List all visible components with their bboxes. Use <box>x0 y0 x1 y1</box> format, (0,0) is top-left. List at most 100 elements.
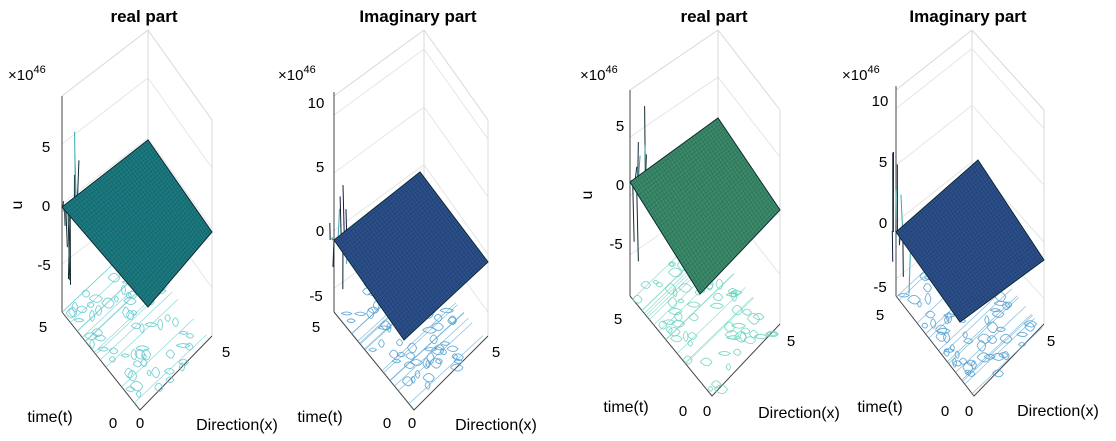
contour-line <box>674 312 682 321</box>
z-axis-label: u <box>9 201 26 210</box>
contour-line <box>908 295 921 304</box>
z-axis-label: u <box>579 191 596 200</box>
x-tick-label: 0 <box>383 415 391 432</box>
spike <box>895 190 896 232</box>
contour-line <box>152 367 160 377</box>
x-axis-label: time(t) <box>27 409 72 426</box>
y-tick-label: 5 <box>492 344 500 361</box>
contour-line <box>82 290 90 297</box>
contour-line <box>733 349 741 355</box>
contour-line <box>147 370 151 376</box>
y-axis-label: Direction(x) <box>455 417 537 434</box>
z-grid-line <box>334 107 424 173</box>
box-edge <box>148 30 212 120</box>
exponent-base: ×10 <box>580 67 605 84</box>
y-axis-label: Direction(x) <box>758 405 840 422</box>
contour-line <box>987 322 998 333</box>
y-tick-label: 0 <box>136 415 144 432</box>
y-tick-label: 5 <box>787 333 795 350</box>
contour-line <box>158 319 163 329</box>
contour-line <box>176 344 190 348</box>
contour-line <box>653 280 659 283</box>
contour-line <box>136 391 141 397</box>
panel-2: Imaginary part ×1046 10 5 0 -5 5 0 0 5 t… <box>278 7 537 434</box>
contour-line <box>407 343 416 353</box>
box-edge <box>630 30 718 90</box>
z-tick-label: 0 <box>616 177 624 194</box>
z-tick-label: 5 <box>879 154 887 171</box>
exponent-power: 46 <box>33 64 45 76</box>
contour-line <box>953 361 961 366</box>
contour-line <box>677 288 745 354</box>
contour-line <box>710 303 723 308</box>
contour-line <box>114 296 118 301</box>
contour-line <box>741 328 750 334</box>
z-tick-label: 0 <box>316 223 324 240</box>
contour-line <box>726 364 730 370</box>
contour-line <box>925 311 934 318</box>
contour-line <box>687 302 700 307</box>
contour-line <box>172 318 178 327</box>
contour-line <box>922 323 928 328</box>
x-axis-label: time(t) <box>603 399 648 416</box>
z-grid-line <box>334 49 424 115</box>
contour-line <box>133 361 142 367</box>
box-edge <box>62 30 148 96</box>
z-grid-line <box>424 107 488 197</box>
floor-edge <box>630 296 780 396</box>
x-axis-label: time(t) <box>857 399 902 416</box>
exponent-power: 46 <box>605 64 617 76</box>
y-axis-label: Direction(x) <box>196 417 278 434</box>
contour-line <box>347 319 355 323</box>
contour-line <box>689 314 698 321</box>
x-tick-label: 5 <box>312 319 320 336</box>
contour-line <box>165 315 171 322</box>
z-tick-label: 5 <box>316 159 324 176</box>
chart-title: Imaginary part <box>359 7 476 26</box>
chart-title: real part <box>110 7 177 26</box>
box-edge <box>334 30 424 96</box>
chart-title: Imaginary part <box>909 7 1026 26</box>
panel-4: Imaginary part ×1046 10 5 0 -5 5 0 0 5 t… <box>842 7 1099 420</box>
contour-line <box>100 292 172 360</box>
y-tick-label: 0 <box>965 403 973 420</box>
exponent-base: ×10 <box>8 67 33 84</box>
contour-line <box>718 351 730 355</box>
contour-line <box>166 350 174 358</box>
z-axis-exponent: ×1046 <box>8 64 46 84</box>
contour-line <box>633 295 642 303</box>
chart-title: real part <box>680 7 747 26</box>
contour-line <box>369 348 377 351</box>
contour-line <box>121 354 129 357</box>
z-tick-label: 0 <box>879 215 887 232</box>
x-tick-label: 0 <box>109 415 117 432</box>
exponent-base: ×10 <box>842 67 867 84</box>
exponent-power: 46 <box>867 64 879 76</box>
z-axis-exponent: ×1046 <box>842 64 880 84</box>
y-tick-label: 0 <box>703 403 711 420</box>
contour-line <box>965 318 1035 384</box>
x-tick-label: 5 <box>39 319 47 336</box>
panel-3: real part ×1046 u 5 0 -5 5 0 0 5 time(t)… <box>579 7 840 422</box>
contour-line <box>713 293 722 300</box>
contour-line <box>131 350 137 360</box>
z-tick-label: -5 <box>873 279 886 296</box>
box-edge <box>972 30 1044 110</box>
z-tick-label: 5 <box>616 118 624 135</box>
spike <box>633 182 634 242</box>
contour-line <box>668 298 677 308</box>
contour-line <box>423 373 434 382</box>
y-axis-label: Direction(x) <box>1017 403 1099 420</box>
contour-line <box>74 318 84 321</box>
z-grid-line <box>424 49 488 139</box>
contour-line <box>396 339 402 345</box>
y-tick-label: 5 <box>1047 333 1055 350</box>
contour-line <box>925 293 931 304</box>
z-axis-exponent: ×1046 <box>278 64 316 84</box>
contour-line <box>742 309 751 315</box>
z-tick-label: 10 <box>872 93 889 110</box>
contour-line <box>409 336 483 404</box>
contour-line <box>447 346 458 352</box>
y-tick-label: 5 <box>222 344 230 361</box>
